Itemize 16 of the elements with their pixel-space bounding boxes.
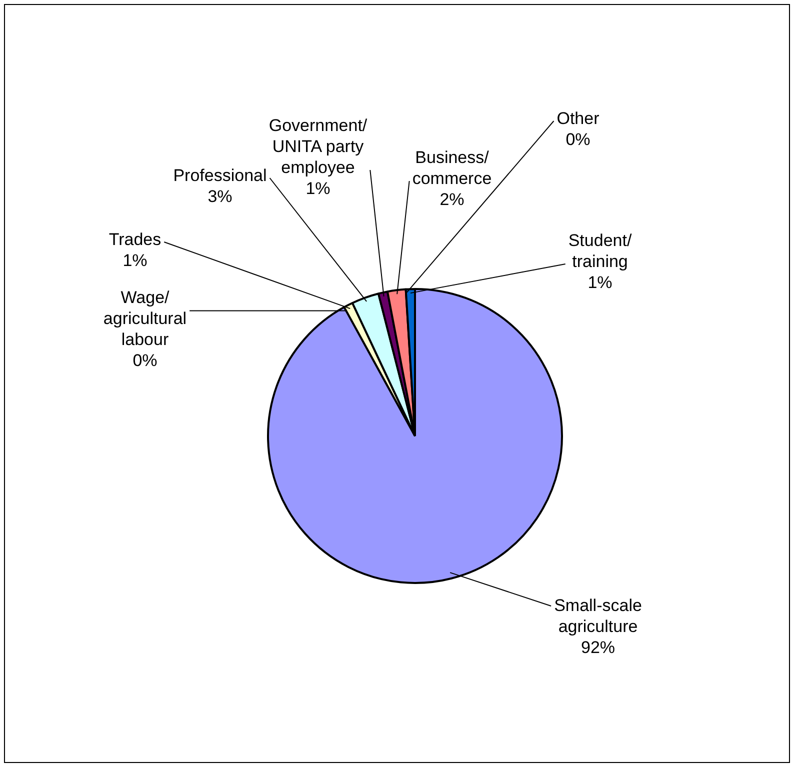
slice-label: Business/ commerce — [412, 148, 492, 188]
slice-label: Small-scale agriculture — [554, 596, 642, 636]
data-label: 3% — [208, 187, 232, 206]
slice-label: Professional — [173, 166, 267, 186]
slice-label: Trades — [108, 230, 162, 250]
category-label: Wage/ agricultural labour — [103, 288, 187, 350]
data-label: 1% — [306, 179, 330, 198]
data-label: 1% — [588, 273, 612, 292]
data-label: 1% — [122, 251, 148, 270]
data-label: 92% — [580, 638, 616, 658]
data-label: 2% — [440, 190, 464, 210]
text: 0% — [132, 351, 158, 370]
text: 0% — [566, 130, 590, 150]
category-label: Other — [556, 109, 600, 128]
slice-label: Government/ UNITA party employee — [268, 116, 368, 178]
slice-label: Student/ training — [568, 231, 632, 272]
